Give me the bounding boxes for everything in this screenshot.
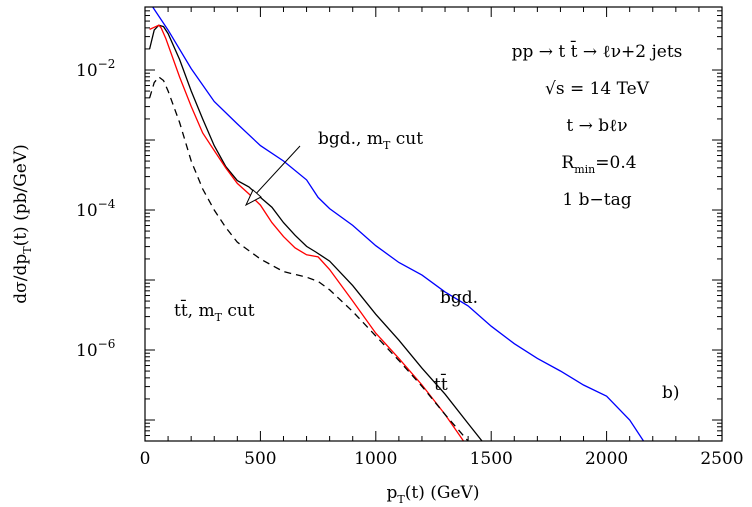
annotation-tt-mt-cut: tt̄, mT cut <box>174 298 255 324</box>
series-line-2 <box>149 24 465 441</box>
x-tick-label: 2500 <box>700 449 743 469</box>
info-line-btag: 1 b−tag <box>562 190 631 210</box>
series-line-3 <box>148 76 469 441</box>
x-tick-label: 0 <box>140 449 151 469</box>
y-tick-label: 10−4 <box>76 197 116 221</box>
x-tick-label: 1000 <box>354 449 397 469</box>
series-line-0 <box>151 7 645 441</box>
info-line-decay: t → bℓν <box>566 116 627 136</box>
annotation-arrow <box>244 145 301 207</box>
x-tick-label: 1500 <box>470 449 513 469</box>
y-tick-label: 10−2 <box>76 57 115 81</box>
plot-frame <box>144 6 723 442</box>
panel-label: b) <box>662 383 680 403</box>
info-line-process: pp → t t̄ → ℓν+2 jets <box>512 39 683 62</box>
x-axis-label: pT(t) (GeV) <box>387 483 480 506</box>
info-line-energy: √s = 14 TeV <box>545 79 650 99</box>
ticks-layer: 0 500 1000 1500 2000 2500 10−2 10−4 10−6 <box>76 7 744 469</box>
annotation-tt: tt̄ <box>434 372 448 395</box>
annotation-bgd-mt-cut: bgd., mT cut <box>318 129 423 152</box>
series-layer <box>148 7 645 441</box>
x-tick-label: 500 <box>244 449 276 469</box>
y-tick-label: 10−6 <box>76 337 115 361</box>
x-tick-label: 2000 <box>585 449 628 469</box>
y-axis-label: dσ/dpT(t) (pb/GeV) <box>11 144 34 304</box>
info-line-rmin: Rmin=0.4 <box>561 153 636 176</box>
series-line-1 <box>148 24 483 441</box>
annotation-bgd: bgd. <box>440 288 478 308</box>
